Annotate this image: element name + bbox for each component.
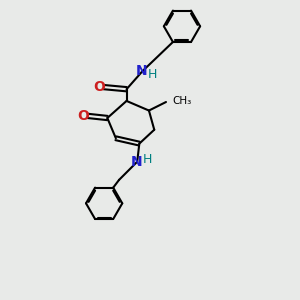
Text: N: N	[130, 155, 142, 169]
Text: O: O	[93, 80, 105, 94]
Text: H: H	[143, 153, 152, 166]
Text: CH₃: CH₃	[172, 96, 191, 106]
Text: N: N	[136, 64, 147, 78]
Text: O: O	[77, 109, 89, 123]
Text: H: H	[147, 68, 157, 81]
